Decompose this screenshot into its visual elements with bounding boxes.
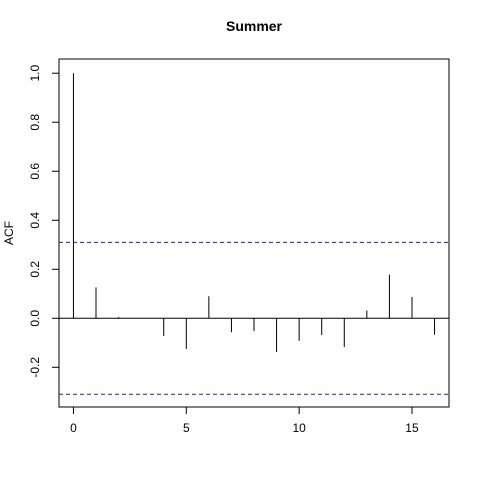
y-tick-label-0.2: 0.2 xyxy=(28,261,42,278)
x-tick-label-5: 5 xyxy=(183,421,190,435)
y-tick-label-0.4: 0.4 xyxy=(28,212,42,229)
plot-frame xyxy=(58,58,450,408)
x-tick-label-15: 15 xyxy=(405,421,419,435)
y-tick-label-0.6: 0.6 xyxy=(28,163,42,180)
chart-title: Summer xyxy=(226,18,283,34)
x-tick-label-0: 0 xyxy=(70,421,77,435)
chart-marks: 0 5 10 15 -0.2 0.0 0.2 0.4 0.6 0.8 1.0 xyxy=(28,65,449,435)
y-tick-label--0.2: -0.2 xyxy=(28,357,42,378)
y-tick-label-0: 0.0 xyxy=(28,310,42,327)
y-axis-label: ACF xyxy=(2,221,16,245)
y-tick-label-0.8: 0.8 xyxy=(28,114,42,131)
y-tick-label-1: 1.0 xyxy=(28,65,42,82)
x-tick-label-10: 10 xyxy=(292,421,306,435)
